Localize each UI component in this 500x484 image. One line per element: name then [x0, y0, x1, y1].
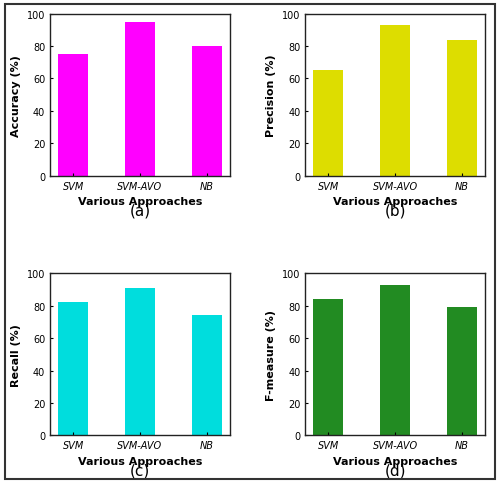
Bar: [58, 55, 88, 177]
Bar: [447, 41, 477, 177]
Text: (c): (c): [130, 462, 150, 477]
X-axis label: Various Approaches: Various Approaches: [78, 197, 202, 207]
Y-axis label: Accuracy (%): Accuracy (%): [11, 55, 21, 136]
Text: (a): (a): [130, 203, 150, 218]
Bar: [58, 303, 88, 436]
Bar: [314, 71, 344, 177]
X-axis label: Various Approaches: Various Approaches: [78, 456, 202, 466]
Y-axis label: Recall (%): Recall (%): [11, 323, 21, 386]
Y-axis label: Precision (%): Precision (%): [266, 54, 276, 136]
Y-axis label: F-measure (%): F-measure (%): [266, 309, 276, 400]
Bar: [380, 26, 410, 177]
Bar: [447, 308, 477, 436]
Bar: [125, 288, 155, 436]
Bar: [380, 285, 410, 436]
X-axis label: Various Approaches: Various Approaches: [333, 197, 458, 207]
Bar: [192, 316, 222, 436]
Text: (b): (b): [384, 203, 406, 218]
Bar: [314, 300, 344, 436]
Bar: [192, 47, 222, 177]
X-axis label: Various Approaches: Various Approaches: [333, 456, 458, 466]
Text: (d): (d): [384, 462, 406, 477]
Bar: [125, 23, 155, 177]
